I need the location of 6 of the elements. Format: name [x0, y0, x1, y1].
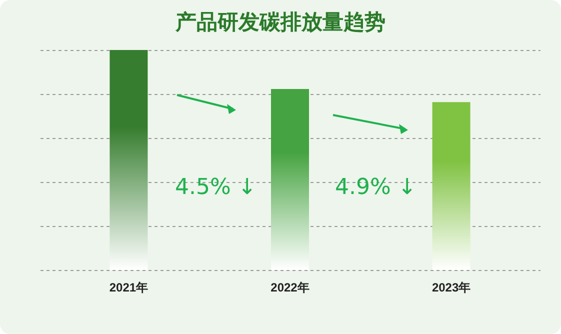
x-tick-label: 2023年: [432, 280, 471, 294]
x-tick-label: 2021年: [109, 280, 148, 294]
annotation: 4.5% ↓: [175, 175, 256, 200]
x-tick-label: 2022年: [270, 280, 310, 294]
chart-title: 产品研发碳排放量趋势: [174, 9, 386, 36]
annotation: 4.9% ↓: [335, 175, 416, 200]
